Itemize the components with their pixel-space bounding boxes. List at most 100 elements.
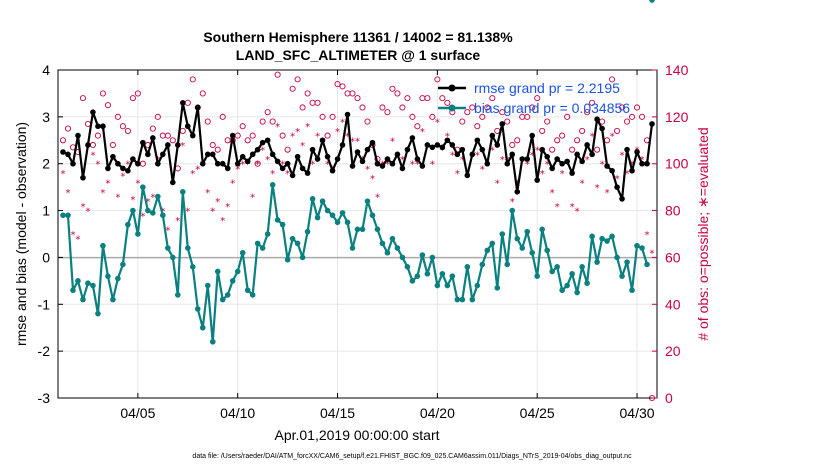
- rmse-point: [489, 132, 496, 139]
- obs-possible-point: [534, 95, 541, 102]
- obs-possible-point: [609, 76, 616, 83]
- obs-possible-point: [204, 118, 211, 125]
- rmse-point: [514, 189, 521, 195]
- rmse-point: [639, 160, 645, 167]
- obs-evaluated-point: *: [165, 225, 170, 236]
- bias-point: [344, 219, 351, 226]
- obs-evaluated-point: *: [225, 202, 230, 213]
- bias-point: [334, 219, 341, 226]
- obs-evaluated-point: *: [645, 230, 650, 241]
- obs-evaluated-point: *: [475, 150, 480, 161]
- obs-evaluated-point: *: [420, 127, 425, 138]
- obs-possible-point: [209, 141, 216, 149]
- obs-evaluated-point: *: [290, 132, 295, 143]
- bias-point: [299, 254, 306, 261]
- bias-point: [639, 245, 645, 251]
- obs-possible-point: [189, 76, 196, 83]
- obs-possible-point: [434, 76, 441, 83]
- legend-rmse-label: rmse grand pr = 2.2195: [474, 80, 620, 96]
- bias-point: [494, 285, 501, 291]
- y-right-tick-label: 40: [665, 296, 681, 312]
- obs-possible-point: [179, 127, 186, 134]
- rmse-point: [324, 153, 331, 160]
- bias-point: [60, 212, 66, 219]
- rmse-point: [479, 146, 486, 153]
- obs-possible-point: [389, 85, 396, 92]
- rmse-point: [304, 170, 311, 176]
- bias-point: [529, 249, 536, 256]
- legend-bias-marker: [448, 104, 456, 112]
- rmse-point: [249, 151, 256, 158]
- obs-possible-point: [184, 99, 191, 106]
- obs-evaluated-point: *: [570, 202, 575, 213]
- rmse-point: [175, 142, 181, 148]
- obs-evaluated-point: *: [190, 169, 195, 180]
- bias-point: [145, 207, 151, 214]
- y-left-tick-label: -3: [38, 390, 51, 406]
- rmse-point: [334, 156, 341, 162]
- bias-point: [389, 235, 396, 242]
- y-axis-right-ticks: 0 20 40 60 80 100 120 140: [652, 62, 689, 406]
- rmse-point: [554, 156, 560, 162]
- bias-point: [80, 296, 86, 303]
- bias-point: [379, 240, 386, 247]
- obs-evaluated-point: *: [480, 164, 485, 175]
- obs-evaluated-point: *: [175, 216, 180, 227]
- bias-point: [589, 233, 595, 240]
- bias-point: [199, 324, 206, 331]
- obs-evaluated-point: *: [400, 155, 405, 166]
- rmse-point: [509, 151, 516, 158]
- bias-point: [439, 271, 446, 277]
- bias-point: [584, 280, 590, 287]
- obs-possible-point: [264, 109, 271, 116]
- obs-possible-point: [633, 104, 641, 111]
- bias-point: [289, 235, 296, 242]
- y-right-tick-label: 20: [665, 343, 681, 359]
- obs-possible-point: [164, 132, 171, 139]
- rmse-point: [519, 156, 526, 162]
- obs-evaluated-point: *: [555, 202, 560, 213]
- rmse-point: [179, 100, 186, 106]
- obs-possible-point: [484, 104, 491, 111]
- obs-evaluated-point: *: [460, 155, 465, 166]
- bias-point: [254, 240, 261, 247]
- bias-point: [309, 196, 316, 202]
- obs-possible-point: [159, 132, 166, 139]
- bias-point: [100, 242, 106, 249]
- bias-point: [624, 259, 630, 265]
- rmse-point: [224, 165, 231, 172]
- bias-point: [229, 278, 236, 284]
- rmse-point: [619, 196, 625, 202]
- rmse-point: [474, 137, 481, 144]
- rmse-point: [389, 160, 396, 167]
- rmse-point: [135, 160, 141, 167]
- rmse-point: [549, 165, 555, 172]
- obs-evaluated-point: *: [345, 132, 350, 143]
- rmse-point: [184, 123, 191, 130]
- obs-evaluated-point: *: [85, 207, 90, 218]
- obs-possible-point: [594, 146, 601, 153]
- bias-point: [424, 271, 431, 277]
- rmse-point: [274, 158, 281, 165]
- obs-evaluated-point: *: [110, 155, 115, 166]
- rmse-point: [284, 160, 291, 167]
- obs-evaluated-point: *: [410, 160, 415, 171]
- obs-evaluated-point: *: [435, 118, 440, 129]
- rmse-point: [484, 160, 491, 167]
- obs-evaluated-point: *: [180, 141, 185, 152]
- obs-possible-point: [329, 113, 336, 120]
- obs-possible-point: [509, 141, 516, 149]
- obs-evaluated-point: *: [295, 127, 300, 138]
- obs-possible-point: [344, 90, 351, 97]
- bias-point: [65, 212, 71, 219]
- rmse-point: [624, 146, 630, 153]
- bias-point: [140, 184, 146, 190]
- obs-possible-point: [119, 123, 126, 130]
- obs-possible-point: [129, 95, 136, 102]
- bias-point: [354, 226, 361, 233]
- rmse-point: [559, 160, 565, 167]
- obs-evaluated-point: *: [305, 122, 310, 133]
- obs-evaluated-point: *: [585, 155, 590, 166]
- rmse-point: [454, 151, 461, 158]
- obs-possible-point: [79, 95, 87, 102]
